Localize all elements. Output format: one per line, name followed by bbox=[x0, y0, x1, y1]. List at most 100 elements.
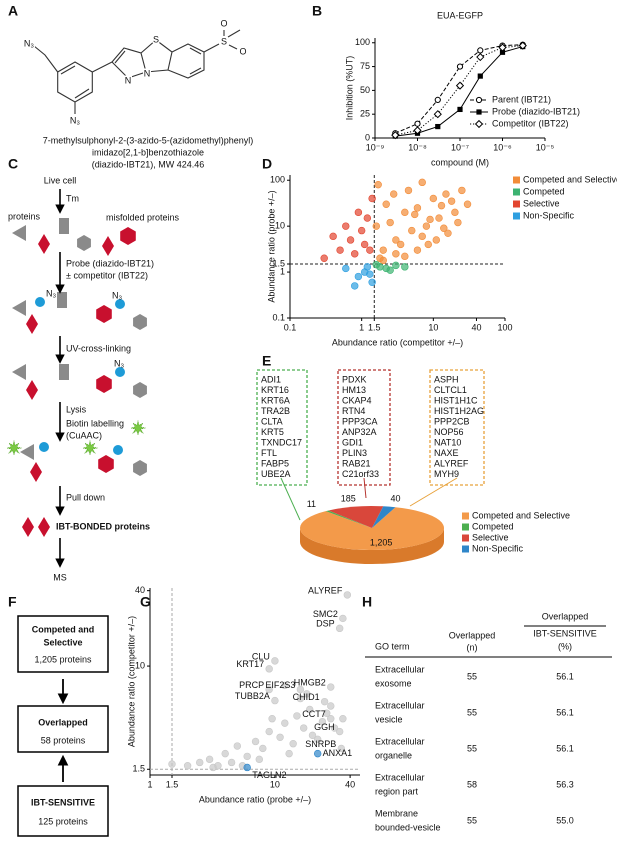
probe-icon bbox=[39, 442, 49, 452]
data-point bbox=[342, 264, 350, 273]
data-point bbox=[205, 755, 214, 764]
data-point bbox=[451, 208, 459, 217]
protein-shape bbox=[57, 292, 67, 308]
data-point bbox=[243, 752, 251, 761]
data-point bbox=[368, 278, 376, 286]
point-label: SMC2 bbox=[313, 609, 338, 619]
data-point bbox=[477, 47, 484, 54]
data-point bbox=[271, 696, 279, 705]
misfolded-shape bbox=[96, 305, 112, 323]
protein-shape bbox=[12, 225, 26, 241]
data-point bbox=[476, 52, 485, 62]
panel-letter: A bbox=[8, 3, 18, 19]
x-axis-label: Abundance ratio (probe +/–) bbox=[199, 794, 311, 804]
data-point bbox=[271, 657, 279, 665]
protein-name: ADI1 bbox=[261, 374, 281, 384]
legend-label: Competed bbox=[472, 521, 514, 531]
x-tick-label: 10⁻⁸ bbox=[408, 142, 427, 152]
y-tick-label: 10 bbox=[275, 221, 285, 231]
n3-label: N₃ bbox=[114, 358, 124, 368]
caption: imidazo[2,1-b]benzothiazole bbox=[92, 147, 204, 157]
data-point bbox=[396, 240, 405, 249]
legend-swatch bbox=[462, 545, 469, 553]
protein-list-box bbox=[337, 369, 391, 486]
protein-shape bbox=[12, 300, 26, 316]
molecule bbox=[33, 29, 241, 114]
go-term: Extracellular bbox=[375, 700, 425, 710]
legend-swatch bbox=[513, 200, 520, 208]
go-term: Extracellular bbox=[375, 772, 425, 782]
data-point bbox=[404, 186, 413, 195]
data-point bbox=[346, 236, 355, 244]
legend-label: Competitor (IBT22) bbox=[492, 118, 569, 128]
table-cell: 56.1 bbox=[556, 743, 574, 753]
pie-slice bbox=[372, 506, 396, 528]
data-point bbox=[429, 194, 438, 203]
table-cell: 55 bbox=[467, 707, 477, 717]
x-tick-label: 10⁻⁵ bbox=[536, 142, 555, 152]
y-tick-label: 50 bbox=[360, 85, 370, 95]
data-point bbox=[368, 194, 376, 203]
data-point bbox=[401, 252, 409, 261]
data-point bbox=[168, 760, 176, 768]
data-point bbox=[285, 749, 293, 758]
legend-swatch bbox=[462, 534, 469, 542]
box-title: Competed and bbox=[32, 624, 95, 634]
table-header: Overlapped bbox=[449, 630, 496, 640]
go-term: Extracellular bbox=[375, 736, 425, 746]
protein-shape bbox=[77, 235, 91, 251]
pie-slice bbox=[325, 510, 372, 528]
data-point bbox=[456, 63, 464, 70]
summary-box bbox=[17, 705, 109, 753]
data-point bbox=[366, 246, 374, 254]
protein-name: KRT6A bbox=[261, 395, 290, 405]
legend-label: Probe (diazido-IBT21) bbox=[492, 106, 580, 116]
y-tick-label: 1 bbox=[280, 266, 285, 276]
data-point bbox=[424, 240, 432, 249]
data-point bbox=[447, 197, 456, 205]
data-point bbox=[422, 222, 431, 230]
data-point bbox=[518, 41, 527, 50]
data-point bbox=[458, 186, 466, 195]
value-label: 40 bbox=[391, 494, 401, 504]
data-point bbox=[391, 131, 400, 140]
connector bbox=[409, 477, 458, 507]
data-point bbox=[343, 591, 352, 599]
point-label: HMGB2 bbox=[294, 677, 326, 687]
panel-letter: G bbox=[140, 594, 151, 610]
point-label: CCT7 bbox=[302, 709, 326, 719]
x-tick-label: 100 bbox=[497, 322, 512, 332]
x-tick-label: 1 bbox=[147, 779, 152, 789]
data-point bbox=[251, 737, 260, 746]
legend-label: Competed bbox=[523, 186, 565, 196]
point-label: TUBB2A bbox=[235, 691, 270, 701]
legend-marker bbox=[476, 109, 482, 115]
n3-label: N₃ bbox=[112, 290, 122, 300]
data-point bbox=[327, 715, 335, 723]
protein-name: FTL bbox=[261, 448, 277, 458]
data-point bbox=[299, 724, 308, 732]
data-point bbox=[276, 733, 284, 741]
panel-letter: E bbox=[262, 353, 271, 369]
data-point bbox=[351, 250, 359, 258]
protein-name: HIST1H2AG bbox=[434, 406, 484, 416]
legend-swatch bbox=[462, 523, 469, 531]
protein-name: NOP56 bbox=[434, 427, 464, 437]
legend-swatch bbox=[462, 512, 469, 520]
table-cell: 58 bbox=[467, 779, 477, 789]
data-point bbox=[413, 204, 422, 212]
data-point bbox=[392, 250, 400, 258]
probe-icon bbox=[115, 299, 125, 309]
data-point bbox=[323, 709, 331, 717]
legend-marker bbox=[475, 96, 483, 104]
x-tick-label: 40 bbox=[345, 779, 355, 789]
data-point bbox=[433, 110, 442, 119]
point-label: ALYREF bbox=[308, 585, 343, 595]
x-tick-label: 1 bbox=[359, 322, 364, 332]
data-point bbox=[392, 236, 400, 244]
go-term: region part bbox=[375, 786, 419, 796]
protein-name: MYH9 bbox=[434, 469, 459, 479]
data-point bbox=[265, 685, 273, 694]
data-point bbox=[293, 712, 301, 720]
misfolded-shape bbox=[120, 227, 136, 245]
